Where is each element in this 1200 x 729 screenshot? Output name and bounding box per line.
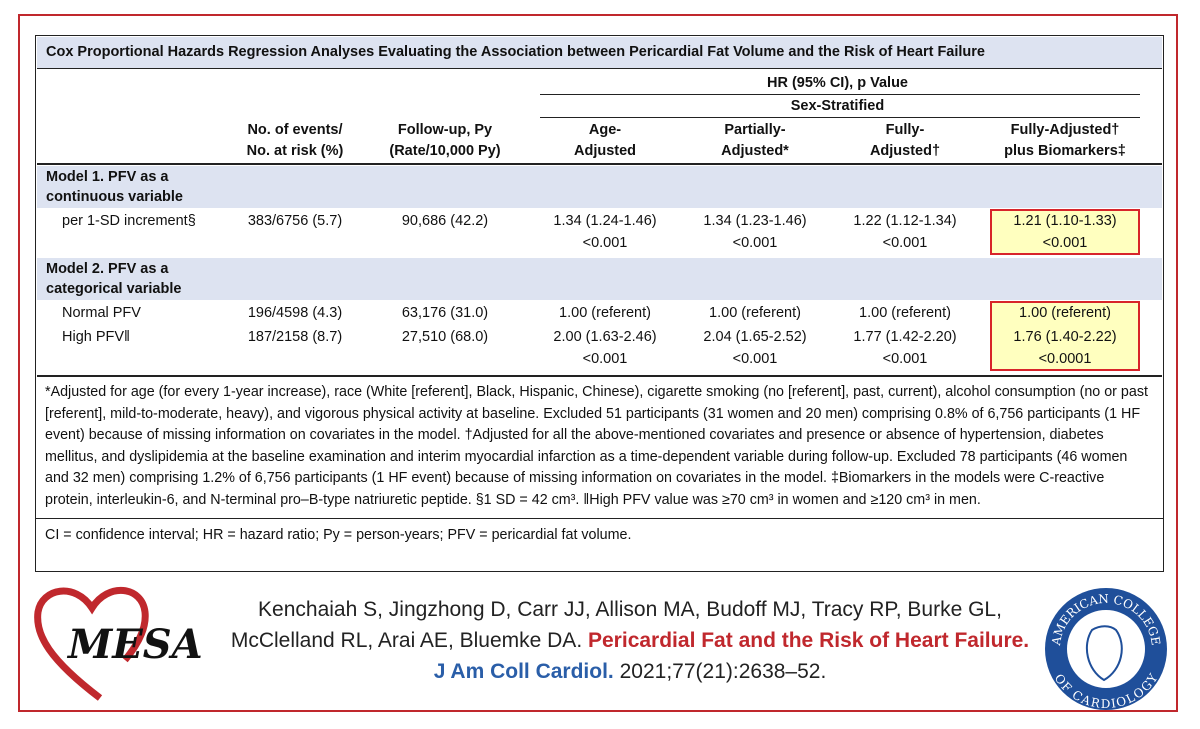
table-cell: 196/4598 (4.3) [247, 305, 343, 321]
column-header: plus Biomarkers‡ [1004, 143, 1126, 159]
citation-line: McClelland RL, Arai AE, Bluemke DA. Peri… [200, 629, 1060, 653]
table-cell: 1.76 (1.40-2.22) [1013, 329, 1117, 345]
column-header: Adjusted† [869, 143, 941, 159]
authors: McClelland RL, Arai AE, Bluemke DA. [230, 629, 583, 652]
citation-line: J Am Coll Cardiol. 2021;77(21):2638–52. [200, 660, 1060, 684]
table-cell: <0.001 [582, 351, 628, 367]
table-cell: <0.001 [732, 351, 778, 367]
table-title: Cox Proportional Hazards Regression Anal… [46, 44, 985, 60]
group-header: HR (95% CI), p Value [766, 75, 908, 91]
table-cell: <0.001 [1042, 235, 1088, 251]
column-header: Partially- [724, 122, 786, 138]
section-label: continuous variable [46, 189, 183, 205]
column-header: (Rate/10,000 Py) [389, 143, 501, 159]
column-header: Age- [588, 122, 622, 138]
table-cell: 63,176 (31.0) [401, 305, 489, 321]
table-cell: 1.34 (1.24-1.46) [553, 213, 657, 229]
row-label: Normal PFV [62, 305, 141, 321]
authors: Kenchaiah S, Jingzhong D, Carr JJ, Allis… [258, 598, 1002, 621]
table-box [35, 35, 1164, 572]
title-band [37, 37, 1162, 68]
rule [37, 68, 1162, 69]
table-cell: 27,510 (68.0) [401, 329, 489, 345]
table-cell: 1.34 (1.23-1.46) [703, 213, 807, 229]
table-cell: 383/6756 (5.7) [247, 213, 343, 229]
details: 2021;77(21):2638–52. [619, 660, 827, 683]
column-header: No. at risk (%) [246, 143, 344, 159]
rule [540, 94, 1140, 95]
table-cell: 2.04 (1.65-2.52) [703, 329, 807, 345]
column-header: Adjusted [573, 143, 637, 159]
heart-outline [34, 587, 149, 701]
rule [540, 117, 1140, 118]
column-header: No. of events/ [247, 122, 343, 138]
column-header: Fully- [885, 122, 925, 138]
section-band [37, 258, 1162, 300]
logo-center [1065, 608, 1147, 690]
table-cell: 1.00 (referent) [859, 305, 951, 321]
table-cell: <0.001 [732, 235, 778, 251]
section-label: Model 1. PFV as a [46, 169, 169, 185]
table-cell: <0.001 [882, 351, 928, 367]
footnote: *Adjusted for age (for every 1-year incr… [45, 384, 1148, 508]
table-cell: 1.22 (1.12-1.34) [853, 213, 957, 229]
footnotes: *Adjusted for age (for every 1-year incr… [35, 382, 1163, 546]
journal: J Am Coll Cardiol. [433, 660, 614, 683]
section-label: categorical variable [46, 281, 182, 297]
heart-icon [1085, 625, 1123, 682]
table-cell: 90,686 (42.2) [401, 213, 489, 229]
table-cell: 1.21 (1.10-1.33) [1013, 213, 1117, 229]
table-cell: 187/2158 (8.7) [247, 329, 343, 345]
rule [37, 375, 1162, 377]
column-header: Follow-up, Py [397, 122, 493, 138]
table-cell: 1.00 (referent) [709, 305, 801, 321]
column-header: Fully-Adjusted† [1010, 122, 1120, 138]
table-cell: 2.00 (1.63-2.46) [553, 329, 657, 345]
rule [37, 163, 1162, 165]
highlight-box [990, 301, 1140, 371]
subgroup-header: Sex-Stratified [790, 98, 885, 114]
table-cell: <0.001 [882, 235, 928, 251]
table-cell: <0.0001 [1038, 351, 1092, 367]
citation-line: Kenchaiah S, Jingzhong D, Carr JJ, Allis… [200, 598, 1060, 622]
highlight-box [990, 209, 1140, 255]
mesa-logo: MESA [34, 587, 203, 701]
footnote: CI = confidence interval; HR = hazard ra… [35, 517, 1163, 547]
article-title: Pericardial Fat and the Risk of Heart Fa… [588, 629, 1030, 652]
section-label: Model 2. PFV as a [46, 261, 169, 277]
outer-frame [18, 14, 1178, 712]
row-label: High PFV‖ [62, 329, 131, 345]
table-cell: 1.77 (1.42-2.20) [853, 329, 957, 345]
table-cell: 1.00 (referent) [1019, 305, 1111, 321]
section-band [37, 166, 1162, 208]
table-cell: 1.00 (referent) [559, 305, 651, 321]
mesa-text: MESA [66, 621, 203, 668]
acc-logo: AMERICAN COLLEGE OF CARDIOLOGY [1045, 588, 1167, 711]
table-cell: <0.001 [582, 235, 628, 251]
row-label: per 1-SD increment§ [62, 213, 196, 229]
column-header: Adjusted* [721, 143, 789, 159]
